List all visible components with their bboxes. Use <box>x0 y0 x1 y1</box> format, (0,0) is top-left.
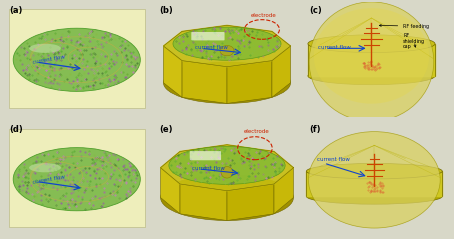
Ellipse shape <box>314 8 429 104</box>
Ellipse shape <box>13 148 140 211</box>
Ellipse shape <box>220 45 234 56</box>
Text: current flow: current flow <box>192 166 225 171</box>
Text: (d): (d) <box>9 125 23 134</box>
Ellipse shape <box>13 28 140 91</box>
Polygon shape <box>274 168 293 214</box>
FancyBboxPatch shape <box>191 32 225 40</box>
FancyBboxPatch shape <box>190 151 221 160</box>
FancyBboxPatch shape <box>9 9 145 108</box>
Text: electrode: electrode <box>243 129 269 134</box>
Ellipse shape <box>306 163 442 179</box>
Text: (b): (b) <box>159 6 173 15</box>
Polygon shape <box>306 171 442 196</box>
Ellipse shape <box>169 147 285 184</box>
Text: RF feeding: RF feeding <box>380 24 429 29</box>
Text: current flow: current flow <box>318 45 351 50</box>
Polygon shape <box>227 184 274 221</box>
Ellipse shape <box>173 27 281 60</box>
Polygon shape <box>161 145 293 191</box>
Text: electrode: electrode <box>251 13 276 18</box>
Text: current flow: current flow <box>195 45 228 50</box>
Text: current flow: current flow <box>316 157 350 162</box>
Text: (a): (a) <box>9 6 22 15</box>
Text: current flow: current flow <box>32 55 65 65</box>
Ellipse shape <box>308 67 435 85</box>
Ellipse shape <box>309 2 434 121</box>
Ellipse shape <box>308 132 440 228</box>
Polygon shape <box>163 46 182 97</box>
FancyBboxPatch shape <box>9 129 145 228</box>
Ellipse shape <box>161 175 293 221</box>
Ellipse shape <box>163 62 291 103</box>
Ellipse shape <box>29 163 61 172</box>
Polygon shape <box>308 44 435 76</box>
Ellipse shape <box>221 167 233 178</box>
Polygon shape <box>163 25 291 67</box>
Ellipse shape <box>29 44 61 53</box>
Ellipse shape <box>306 189 442 204</box>
Ellipse shape <box>308 35 435 53</box>
Text: (f): (f) <box>309 125 321 134</box>
Text: (e): (e) <box>159 125 173 134</box>
Polygon shape <box>182 61 227 103</box>
Polygon shape <box>272 46 291 97</box>
Text: RF
shielding
cap: RF shielding cap <box>403 33 425 49</box>
Text: current flow: current flow <box>32 174 65 185</box>
Polygon shape <box>161 168 180 214</box>
Text: (c): (c) <box>309 6 322 15</box>
Polygon shape <box>180 184 227 221</box>
Polygon shape <box>227 61 272 103</box>
